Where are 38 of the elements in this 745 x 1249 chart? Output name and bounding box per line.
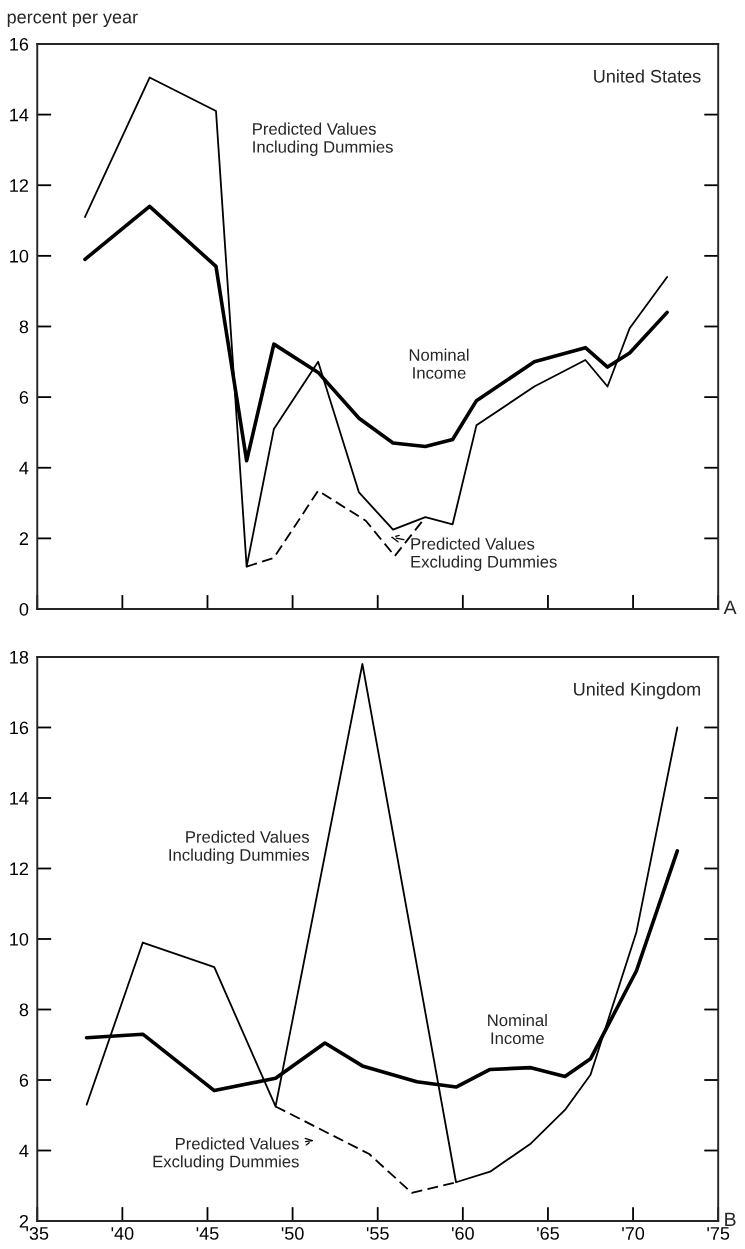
- y-axis-title: percent per year: [7, 11, 138, 28]
- text: United Kingdom: [574, 682, 700, 700]
- x-tick-label: '60: [451, 1227, 474, 1240]
- series-label: Nominal Income: [409, 348, 469, 379]
- x-tick-label: '40: [111, 1227, 134, 1240]
- text: United States: [594, 69, 701, 83]
- x-tick-label: '35: [26, 1227, 49, 1240]
- legend-label: Predicted Values Excluding Dummies: [411, 537, 557, 572]
- y-tick-label: 0: [19, 602, 29, 616]
- y-tick-label: 2: [19, 1214, 29, 1228]
- y-tick-label: 10: [10, 932, 29, 946]
- y-tick-label: 12: [10, 862, 29, 876]
- y-tick-label: 4: [19, 1144, 29, 1158]
- y-tick-label: 6: [19, 1073, 29, 1087]
- x-tick-label: '55: [366, 1227, 389, 1240]
- y-tick-label: 6: [19, 391, 29, 404]
- x-tick-label: '50: [281, 1227, 304, 1240]
- y-tick-label: 14: [10, 108, 29, 122]
- series-label: Nominal Income: [488, 1013, 547, 1045]
- y-tick-label: 8: [19, 1003, 29, 1017]
- x-tick-label: '45: [196, 1227, 219, 1240]
- text: A: [723, 600, 737, 615]
- y-tick-label: 14: [10, 792, 29, 805]
- y-tick-label: 12: [10, 179, 29, 192]
- text: Predicted Values Including Dummies: [253, 122, 393, 157]
- y-tick-label: 2: [19, 532, 29, 545]
- y-tick-label: 8: [19, 320, 29, 334]
- text: B: [725, 1212, 736, 1227]
- y-tick-label: 10: [10, 249, 29, 263]
- y-tick-label: 18: [10, 650, 29, 664]
- y-tick-label: 16: [10, 721, 29, 735]
- x-tick-label: '75: [707, 1227, 730, 1240]
- x-tick-label: '70: [622, 1227, 645, 1240]
- legend-label: Predicted Values Excluding Dummies: [153, 1137, 299, 1171]
- y-tick-label: 4: [19, 461, 29, 475]
- series-label: Predicted Values Including Dummies: [169, 830, 310, 865]
- y-tick-label: 16: [10, 37, 29, 51]
- x-tick-label: '65: [537, 1227, 559, 1240]
